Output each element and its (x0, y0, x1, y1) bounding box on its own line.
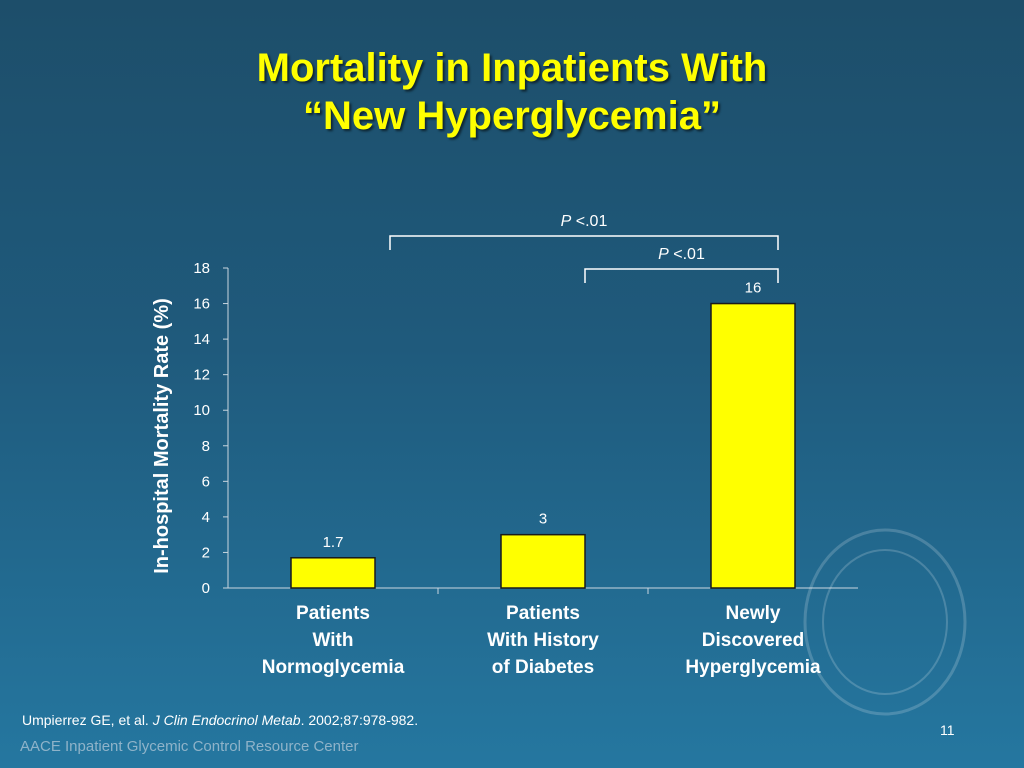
x-category-label: Discovered (702, 630, 804, 651)
bar-1 (290, 557, 376, 589)
y-tick-label: 12 (193, 367, 210, 384)
data-label-3: 16 (745, 280, 762, 297)
title-line-1: Mortality in Inpatients With (256, 46, 768, 90)
slide-number: 11 (940, 722, 955, 738)
p-symbol: P (658, 246, 669, 263)
y-tick-label: 2 (202, 544, 210, 561)
citation-details: . 2002;87:978-982. (300, 712, 419, 728)
y-tick-label: 0 (202, 580, 210, 597)
p-value-label-1: P <.01 (561, 213, 608, 230)
bar-2 (500, 533, 586, 589)
y-tick-label: 6 (202, 473, 210, 490)
data-label-1: 1.7 (323, 534, 344, 551)
p-value-label-2: P <.01 (658, 246, 705, 263)
citation-journal: J Clin Endocrinol Metab (152, 712, 301, 728)
y-axis-label: In-hospital Mortality Rate (%) (151, 298, 173, 574)
aace-seal-watermark (803, 528, 967, 716)
citation: Umpierrez GE, et al. J Clin Endocrinol M… (22, 712, 418, 728)
org-footer: AACE Inpatient Glycemic Control Resource… (20, 738, 359, 755)
p-value-text: <.01 (571, 213, 607, 230)
citation-authors: Umpierrez GE, et al. (22, 712, 153, 728)
x-category-label: Patients (296, 603, 370, 624)
slide-title: Mortality in Inpatients With “New Hyperg… (0, 44, 1024, 140)
y-tick-label: 16 (193, 296, 210, 313)
p-symbol: P (561, 213, 572, 230)
title-line-2: “New Hyperglycemia” (303, 94, 721, 138)
y-tick-label: 8 (202, 438, 210, 455)
x-category-label: Normoglycemia (262, 657, 405, 678)
x-category-label: With History (487, 630, 599, 651)
x-category-label: Hyperglycemia (685, 657, 821, 678)
x-category-label: With (313, 630, 354, 651)
y-tick-label: 14 (193, 331, 210, 348)
y-tick-label: 4 (202, 509, 210, 526)
x-category-label: Newly (726, 603, 781, 624)
significance-bracket-2 (584, 268, 779, 283)
x-category-label: Patients (506, 603, 580, 624)
y-tick-label: 18 (193, 260, 210, 277)
bar-3 (710, 302, 796, 589)
x-category-label: of Diabetes (492, 657, 594, 678)
p-value-text: <.01 (669, 246, 705, 263)
data-label-2: 3 (539, 511, 547, 528)
y-tick-label: 10 (193, 402, 210, 419)
significance-bracket-1 (389, 235, 779, 250)
